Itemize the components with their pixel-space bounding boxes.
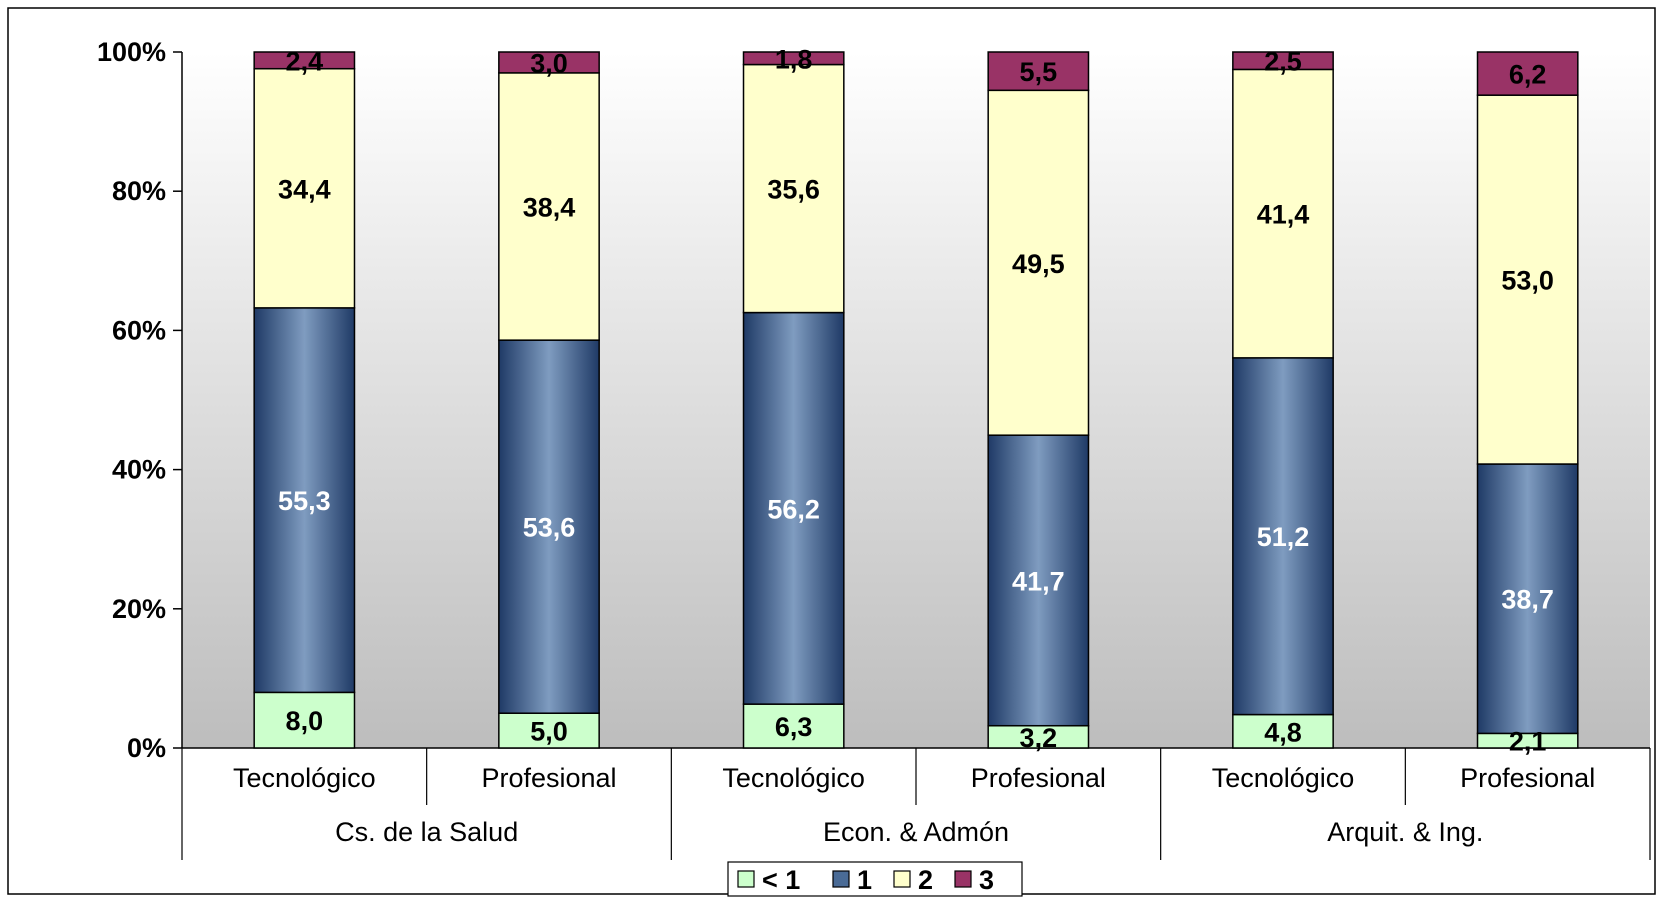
legend-box [727, 861, 1023, 897]
data-label: 55,3 [278, 486, 331, 516]
x-category-label: Profesional [481, 763, 616, 793]
bars [253, 51, 1579, 749]
data-label: 38,7 [1501, 585, 1554, 615]
legend-swatch [832, 870, 850, 888]
bar-segment [1476, 463, 1579, 735]
x-category-label: Tecnológico [233, 763, 376, 793]
data-label: 8,0 [286, 706, 324, 736]
axes: 0% 20% 40% 60% 80% 100% Tecnológico Profesional… [97, 37, 1651, 860]
bar-segment [253, 51, 356, 70]
plot-area [182, 52, 1650, 748]
y-tick-label: 100% [97, 37, 166, 67]
x-group-label: Econ. & Admón [823, 817, 1009, 847]
data-label: 41,4 [1257, 200, 1310, 230]
data-label: 4,8 [1264, 717, 1302, 747]
x-category-label: Tecnológico [1212, 763, 1355, 793]
bar-segment [742, 51, 845, 66]
y-tick-label: 0% [127, 733, 166, 763]
x-category-label: Profesional [1460, 763, 1595, 793]
data-label: 6,2 [1509, 60, 1547, 90]
bar-segment [498, 339, 600, 714]
data-label: 41,7 [1012, 566, 1065, 596]
y-tick-label: 40% [112, 455, 166, 485]
bar-segment [498, 72, 600, 341]
data-label: 2,5 [1264, 47, 1302, 77]
y-tick-label: 60% [112, 315, 166, 345]
bar-segment [498, 51, 600, 74]
data-label: 53,6 [523, 513, 576, 543]
data-label: 51,2 [1257, 522, 1310, 552]
data-label: 49,5 [1012, 249, 1065, 279]
legend-label: < 1 [762, 865, 800, 895]
bar-segment [1232, 51, 1334, 71]
data-label: 3,0 [530, 48, 568, 78]
bar-segment [1476, 94, 1579, 465]
data-label: 56,2 [767, 494, 820, 524]
data-label: 34,4 [278, 174, 331, 204]
bar-segment [498, 712, 600, 749]
y-tick-label: 80% [112, 176, 166, 206]
bar-segment [987, 89, 1090, 436]
x-category-label: Profesional [971, 763, 1106, 793]
legend-label: 3 [979, 865, 994, 895]
data-label: 5,0 [530, 717, 568, 747]
x-group-label: Arquit. & Ing. [1327, 817, 1483, 847]
x-group-label: Cs. de la Salud [335, 817, 518, 847]
bar-segment [987, 434, 1090, 727]
data-label: 53,0 [1501, 266, 1554, 296]
legend-swatch [737, 870, 755, 888]
legend-label: 1 [857, 865, 872, 895]
y-tick-label: 20% [112, 594, 166, 624]
bar-segment [253, 307, 356, 694]
bar-segment [1232, 357, 1334, 716]
data-label: 38,4 [523, 193, 576, 223]
legend: < 1 1 2 3 [727, 861, 1023, 897]
legend-swatch [893, 870, 911, 888]
data-label: 3,2 [1020, 723, 1058, 753]
bar-segment [742, 703, 845, 749]
bar-segment [1476, 51, 1579, 96]
bar-segment [987, 51, 1090, 92]
data-label: 6,3 [775, 712, 813, 742]
data-label: 1,8 [775, 44, 813, 74]
data-label: 2,1 [1509, 727, 1547, 757]
bar-segment [742, 63, 845, 314]
bar-segment [253, 691, 356, 749]
data-label: 35,6 [767, 175, 820, 205]
bar-segment [253, 67, 356, 309]
legend-swatch [954, 870, 972, 888]
legend-label: 2 [918, 865, 933, 895]
bar-segment [742, 311, 845, 705]
x-category-label: Tecnológico [722, 763, 865, 793]
data-label: 2,4 [286, 46, 324, 76]
data-label: 5,5 [1020, 57, 1058, 87]
segment-labels: 8,0 55,3 34,4 2,4 5,0 53,6 38,4 3,0 6,3 56,2 35,6 1… [278, 44, 1554, 756]
